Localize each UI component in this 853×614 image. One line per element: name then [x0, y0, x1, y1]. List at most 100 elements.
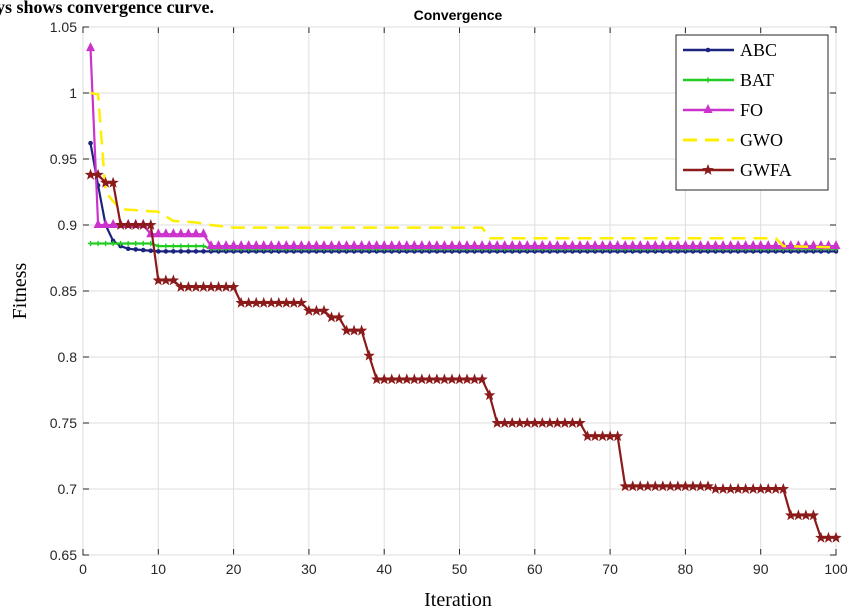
fo-point [537, 240, 547, 250]
fo-point [304, 240, 314, 250]
abc-point [344, 249, 349, 254]
gwfa-point [250, 296, 262, 308]
gwfa-point [694, 480, 707, 492]
fo-point [808, 240, 818, 250]
fo-point [665, 240, 675, 250]
fo-point [244, 240, 254, 250]
abc-point [698, 249, 703, 254]
fo-point [485, 240, 495, 250]
gwfa-point [340, 324, 353, 336]
x-tick-label: 40 [376, 561, 392, 577]
abc-point [396, 249, 402, 254]
bat-point [110, 240, 116, 247]
gwfa-point [363, 349, 375, 361]
fo-point [748, 240, 758, 250]
fo-point [379, 240, 389, 250]
gwfa-point [318, 304, 330, 316]
gwfa-point [92, 168, 104, 180]
abc-point [178, 249, 184, 254]
fo-point [326, 240, 336, 250]
abc-point [389, 249, 395, 254]
abc-point [434, 249, 440, 254]
gwfa-point [770, 483, 782, 494]
gwfa-point [468, 373, 481, 385]
legend-box [675, 34, 829, 191]
gwfa-point [371, 373, 383, 385]
gwfa-point [107, 176, 119, 188]
chart-title: Convergence [414, 7, 503, 23]
abc-point [562, 249, 568, 254]
abc-point [524, 249, 530, 254]
gwfa-point [310, 304, 323, 316]
legend-label-abc: ABC [740, 40, 777, 60]
legend-marker-abc [705, 47, 711, 53]
abc-point [743, 249, 748, 254]
abc-point [796, 249, 801, 254]
fo-point [274, 240, 284, 250]
gwfa-point [446, 373, 458, 385]
abc-point [818, 249, 824, 254]
fo-point [86, 42, 96, 52]
abc-point [253, 249, 259, 254]
fo-point [455, 240, 464, 250]
gwfa-point [807, 509, 820, 521]
abc-point [788, 249, 794, 254]
bat-point [133, 240, 139, 247]
fo-point [763, 240, 773, 250]
bat-point [118, 240, 124, 247]
abc-point [833, 249, 839, 254]
x-tick-labels: 0 10 20 30 40 50 60 70 80 90 100 [79, 561, 848, 577]
legend-entry-gwfa: GWFA [683, 160, 792, 180]
legend-marker-fo [703, 104, 713, 113]
gwfa-point [243, 296, 255, 308]
fo-point [613, 240, 623, 250]
abc-point [540, 249, 545, 254]
y-tick-label: 0.75 [50, 415, 77, 431]
abc-point [713, 249, 718, 254]
abc-point [472, 249, 477, 254]
abc-point [720, 249, 726, 254]
gwfa-point [408, 373, 420, 385]
gwfa-point [611, 430, 624, 442]
fo-point [560, 240, 570, 250]
abc-point [110, 238, 116, 244]
gwfa-point [499, 417, 511, 428]
gwfa-point [122, 219, 134, 230]
fo-point [349, 240, 359, 250]
gwfa-point [453, 373, 466, 385]
fo-point [470, 240, 480, 250]
legend-label-gwfa: GWFA [740, 160, 792, 180]
fo-point [402, 240, 412, 250]
fo-point [726, 240, 736, 250]
gwfa-point [401, 373, 413, 385]
fo-point [108, 219, 118, 228]
y-tick-label: 0.85 [50, 283, 77, 299]
series-gwfa [84, 168, 842, 543]
gwfa-point [747, 483, 759, 494]
abc-point [660, 249, 666, 254]
fo-point [236, 240, 246, 250]
abc-point [585, 249, 590, 254]
gwfa-point [461, 373, 473, 385]
fo-point [530, 240, 540, 250]
fo-point [296, 240, 306, 250]
gwfa-point [227, 281, 240, 292]
fo-point [394, 240, 404, 250]
abc-point [208, 249, 214, 254]
gwfa-point [212, 281, 225, 292]
abc-point [502, 249, 507, 254]
gwfa-point [709, 483, 722, 494]
abc-point [238, 249, 244, 254]
abc-point [803, 249, 809, 254]
fo-point [153, 228, 163, 238]
x-tick-label: 50 [452, 561, 468, 577]
x-tick-label: 10 [151, 561, 167, 577]
x-tick-label: 90 [753, 561, 769, 577]
bat-point [170, 243, 176, 249]
gwfa-point [717, 483, 729, 494]
abc-point [683, 249, 688, 254]
fo-point [281, 240, 291, 250]
abc-point [750, 249, 756, 254]
abc-point [359, 249, 364, 254]
fo-point [643, 240, 653, 250]
